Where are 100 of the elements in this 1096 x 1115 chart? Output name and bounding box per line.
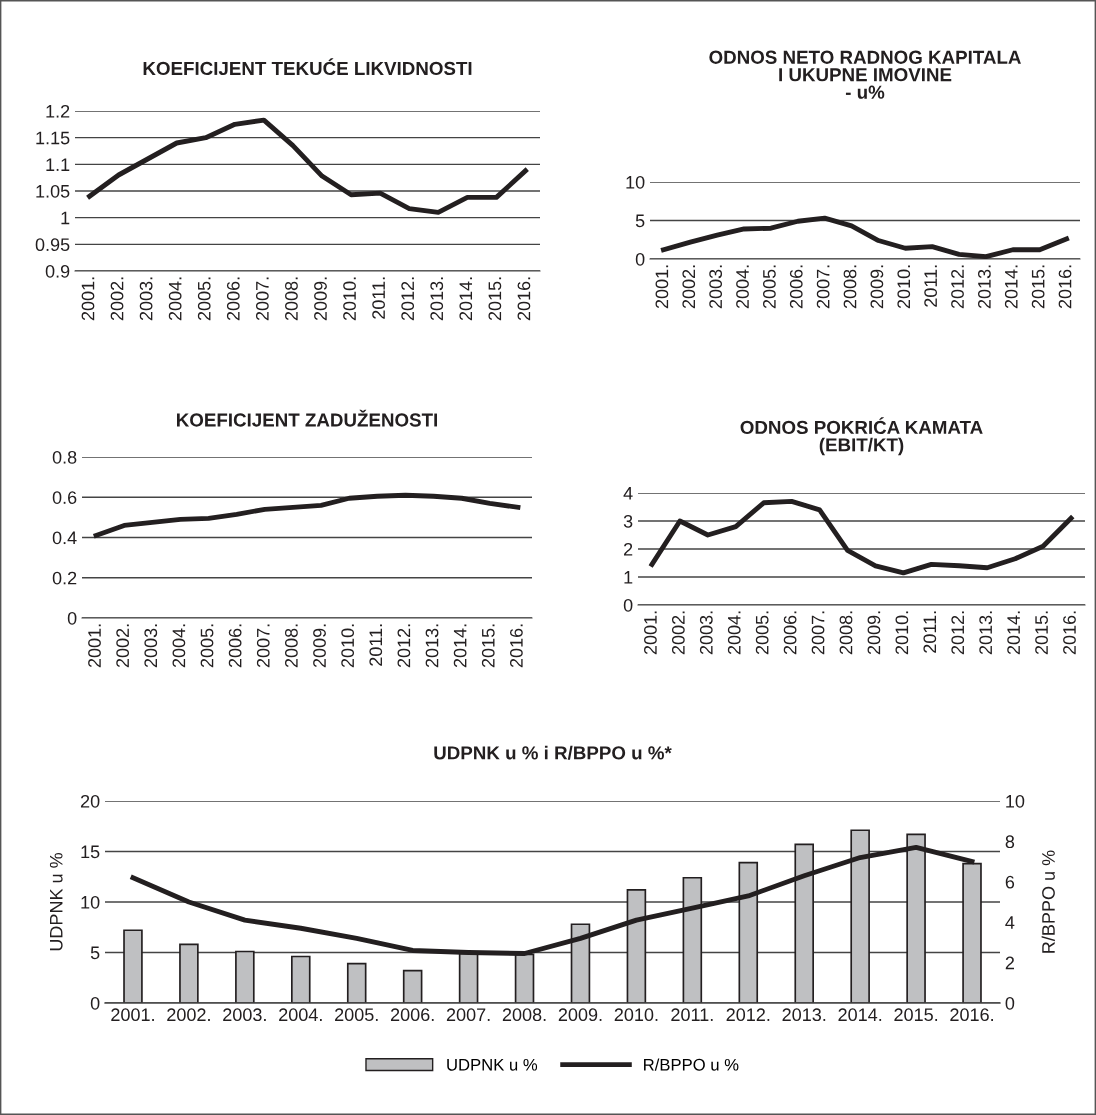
x-tick-label: 2016. bbox=[1058, 265, 1072, 309]
bar bbox=[402, 969, 423, 1003]
x-tick-label: 2012. bbox=[401, 277, 415, 321]
y-tick-label: 1.05 bbox=[36, 184, 70, 198]
x-tick-label: 2015. bbox=[481, 624, 495, 668]
x-tick-label: 2006. bbox=[228, 624, 242, 668]
y-tick-label: 0.9 bbox=[45, 264, 70, 278]
y-tick-label: 20 bbox=[80, 794, 100, 808]
y-tick-label: 1.15 bbox=[36, 131, 70, 145]
bar bbox=[346, 962, 367, 1003]
x-tick-label: 2014. bbox=[838, 1008, 882, 1022]
x-tick-label: 2004. bbox=[736, 265, 749, 309]
x-tick-label: 2004. bbox=[172, 624, 186, 668]
legend-label: UDPNK u % bbox=[447, 1058, 538, 1071]
y-tick-label: 0 bbox=[635, 252, 645, 266]
x-tick-label: 2005. bbox=[763, 265, 776, 309]
y-tick-label: 2 bbox=[624, 542, 633, 556]
x-tick-label: 2015. bbox=[1031, 265, 1045, 309]
bar bbox=[235, 950, 255, 1003]
y-tick-label: 1 bbox=[61, 211, 70, 225]
line-series bbox=[649, 498, 1074, 576]
x-tick-label: 2015. bbox=[894, 1008, 938, 1022]
x-tick-label: 2015. bbox=[1035, 611, 1048, 655]
bar bbox=[290, 955, 311, 1003]
line-series bbox=[661, 215, 1069, 259]
x-tick-label: 2016. bbox=[517, 277, 531, 321]
y-tick-label: 1.1 bbox=[46, 158, 70, 171]
y-tick-label: 3 bbox=[623, 514, 633, 528]
x-tick-label: 2016. bbox=[950, 1008, 993, 1022]
line-series bbox=[87, 117, 528, 215]
x-tick-label: 2006. bbox=[783, 611, 797, 655]
x-tick-label: 2012. bbox=[726, 1008, 770, 1022]
y-tick-label: 0.4 bbox=[52, 531, 77, 545]
x-tick-label: 2008. bbox=[285, 277, 298, 321]
y-tick-label: 0.6 bbox=[52, 491, 77, 504]
chart-title: KOEFICIJENT TEKUĆE LIKVIDNOSTI bbox=[143, 58, 472, 76]
x-tick-label: 2008. bbox=[285, 624, 298, 668]
y-axis-title: UDPNK u % bbox=[49, 852, 63, 951]
x-tick-label: 2005. bbox=[197, 277, 211, 321]
x-tick-label: 2013. bbox=[979, 611, 993, 655]
x-tick-label: 2002. bbox=[116, 624, 130, 668]
legend-label: R/BPPO u % bbox=[644, 1058, 739, 1071]
x-tick-label: 2007. bbox=[816, 265, 830, 309]
x-tick-label: 2009. bbox=[314, 277, 327, 321]
x-tick-label: 2009. bbox=[870, 265, 884, 309]
chart-title: ODNOS NETO RADNOG KAPITALA I UKUPNE IMOVINE - u% bbox=[709, 50, 1021, 99]
x-tick-label: 2010. bbox=[341, 624, 355, 668]
y-tick-label: 1.2 bbox=[46, 104, 70, 118]
x-tick-label: 2007. bbox=[446, 1008, 490, 1022]
x-tick-label: 2016. bbox=[1063, 611, 1076, 655]
x-tick-label: 2009. bbox=[558, 1008, 602, 1022]
x-tick-label: 2002. bbox=[671, 611, 685, 655]
x-tick-label: 2015. bbox=[488, 277, 502, 321]
y-tick-label: 0.2 bbox=[52, 571, 77, 585]
y-tick-label: 5 bbox=[635, 214, 645, 228]
x-tick-label: 2003. bbox=[144, 624, 158, 668]
y2-axis-title: R/BPPO u % bbox=[1041, 850, 1055, 953]
x-tick-label: 2001. bbox=[81, 277, 95, 321]
y2-tick-label: 0 bbox=[1005, 996, 1015, 1010]
chart-title: KOEFICIJENT ZADUŽENOSTI bbox=[177, 409, 437, 427]
x-tick-label: 2001. bbox=[644, 611, 657, 655]
x-tick-label: 2014. bbox=[1007, 611, 1020, 655]
x-tick-label: 2010. bbox=[343, 277, 356, 321]
y-tick-label: 10 bbox=[81, 895, 100, 909]
y-tick-label: 10 bbox=[626, 175, 645, 189]
x-tick-label: 2004. bbox=[168, 277, 182, 321]
y-tick-label: 0 bbox=[623, 598, 633, 612]
x-tick-label: 2006. bbox=[390, 1008, 434, 1022]
x-tick-label: 2012. bbox=[951, 265, 964, 309]
x-tick-label: 2010. bbox=[614, 1008, 658, 1022]
x-tick-label: 2011. bbox=[924, 265, 938, 307]
y2-tick-label: 10 bbox=[1006, 794, 1025, 808]
x-tick-label: 2007. bbox=[256, 624, 270, 668]
x-tick-label: 2006. bbox=[226, 277, 240, 321]
line-series bbox=[93, 492, 521, 538]
x-tick-label: 2003. bbox=[139, 277, 153, 321]
x-tick-label: 2009. bbox=[313, 624, 326, 668]
x-tick-label: 2003. bbox=[699, 611, 713, 655]
x-tick-label: 2011. bbox=[369, 624, 383, 666]
x-tick-label: 2001. bbox=[111, 1008, 154, 1022]
x-tick-label: 2014. bbox=[459, 277, 473, 321]
x-tick-label: 2013. bbox=[782, 1008, 826, 1022]
x-tick-label: 2005. bbox=[335, 1008, 378, 1022]
x-tick-label: 2012. bbox=[397, 624, 411, 668]
x-tick-label: 2016. bbox=[510, 624, 523, 668]
x-tick-label: 2010. bbox=[895, 611, 909, 655]
x-tick-label: 2013. bbox=[430, 277, 444, 321]
x-tick-label: 2009. bbox=[867, 611, 881, 655]
y-tick-label: 0.95 bbox=[35, 238, 70, 252]
chart-title: UDPNK u % i R/BPPO u %* bbox=[434, 745, 672, 760]
chart-title: ODNOS POKRIĆA KAMATA (EBIT/KT) bbox=[740, 417, 983, 456]
x-tick-label: 2003. bbox=[709, 265, 723, 309]
x-tick-label: 2008. bbox=[502, 1008, 546, 1022]
bar bbox=[123, 929, 143, 1003]
y-tick-label: 4 bbox=[623, 487, 633, 500]
x-tick-label: 2011. bbox=[372, 277, 385, 319]
y-tick-label: 1 bbox=[624, 571, 633, 584]
x-tick-label: 2004. bbox=[727, 611, 741, 655]
x-tick-label: 2001. bbox=[88, 624, 101, 668]
x-tick-label: 2005. bbox=[755, 611, 769, 655]
